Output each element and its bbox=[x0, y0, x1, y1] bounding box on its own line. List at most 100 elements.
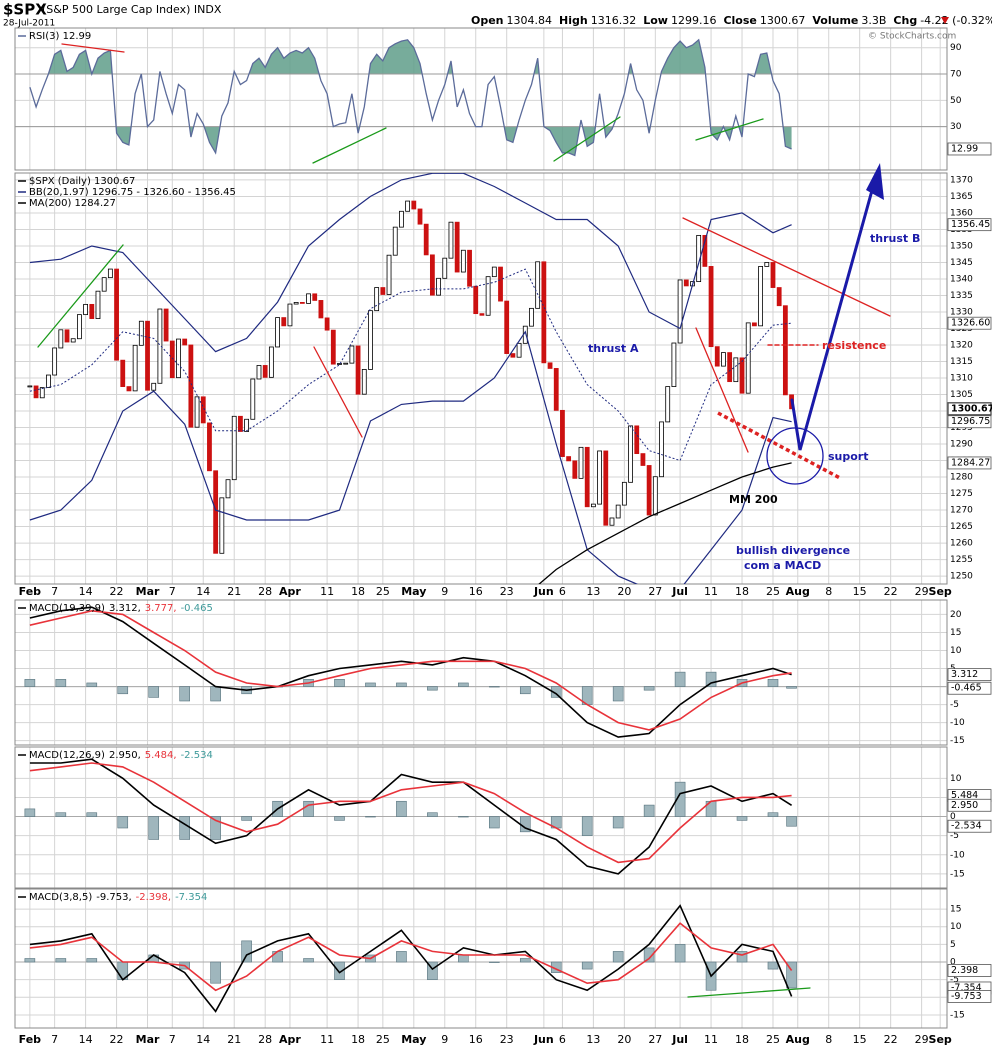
x-tick-label: 7 bbox=[51, 585, 58, 598]
candle bbox=[535, 261, 541, 309]
x-tick-label: May bbox=[401, 1033, 426, 1046]
x-tick-label: 14 bbox=[79, 585, 93, 598]
candle bbox=[145, 320, 150, 391]
candle bbox=[516, 342, 522, 358]
x-tick-label: 29 bbox=[915, 585, 929, 598]
candle bbox=[721, 352, 726, 367]
x-tick-label: 11 bbox=[320, 1033, 334, 1046]
candle bbox=[120, 359, 126, 387]
candle bbox=[423, 223, 429, 256]
y-tick-label: -5 bbox=[950, 975, 959, 985]
candle bbox=[752, 322, 757, 327]
value-tag-label: 1326.60 bbox=[951, 318, 990, 329]
trend-line bbox=[687, 987, 811, 998]
candle bbox=[473, 285, 479, 315]
stat-value: 1300.67 bbox=[760, 14, 806, 27]
candle bbox=[163, 308, 169, 342]
candle bbox=[107, 268, 113, 279]
value-tag-label: 2.950 bbox=[951, 800, 978, 811]
y-tick-label: 5 bbox=[950, 940, 956, 950]
x-tick-label: 13 bbox=[586, 585, 600, 598]
histogram-bar bbox=[334, 816, 345, 821]
candle bbox=[194, 396, 200, 428]
y-tick-label: 10 bbox=[950, 774, 962, 784]
candle bbox=[176, 338, 181, 379]
candle bbox=[318, 300, 324, 319]
candle bbox=[547, 362, 553, 369]
value-tag-label: 3.312 bbox=[951, 669, 978, 680]
y-tick-label: 70 bbox=[950, 70, 962, 80]
legend-entry: 3.777, bbox=[145, 603, 177, 614]
histogram-bar bbox=[303, 800, 314, 817]
candle bbox=[454, 221, 460, 273]
candle bbox=[101, 277, 107, 292]
histogram-bar bbox=[24, 958, 36, 963]
histogram-bar bbox=[489, 686, 500, 688]
y-tick-label: 30 bbox=[950, 122, 962, 132]
candle bbox=[58, 329, 64, 349]
panel-frame bbox=[14, 746, 948, 889]
x-tick-label: 25 bbox=[376, 585, 390, 598]
candle bbox=[776, 287, 782, 307]
x-tick-label: 25 bbox=[766, 1033, 780, 1046]
candle bbox=[83, 303, 88, 316]
trend-line bbox=[312, 127, 387, 164]
x-tick-label: 21 bbox=[227, 585, 241, 598]
y-tick-label: -15 bbox=[950, 1010, 965, 1020]
candle bbox=[52, 347, 58, 376]
arrow-head bbox=[866, 163, 884, 200]
annotation: com a MACD bbox=[744, 559, 821, 572]
candle bbox=[77, 314, 82, 340]
panel-frame bbox=[14, 172, 948, 585]
x-tick-label: 11 bbox=[704, 1033, 718, 1046]
candle bbox=[491, 266, 497, 278]
y-tick-label: 1330 bbox=[950, 307, 973, 317]
y-tick-label: 1270 bbox=[950, 506, 973, 516]
histogram-bar bbox=[581, 961, 593, 970]
x-tick-label: 18 bbox=[351, 585, 365, 598]
candle bbox=[677, 279, 683, 344]
histogram-bar bbox=[519, 686, 531, 695]
histogram-bar bbox=[643, 804, 655, 817]
stat-label: Low bbox=[643, 14, 668, 27]
annotation: MM 200 bbox=[729, 493, 778, 506]
candle bbox=[615, 504, 621, 519]
band-upper bbox=[29, 173, 792, 353]
histogram-bar bbox=[489, 961, 500, 963]
x-tick-label: 8 bbox=[825, 1033, 832, 1046]
candle bbox=[603, 450, 609, 526]
legend-entry: RSI(3) 12.99 bbox=[29, 31, 91, 42]
band-lower bbox=[29, 330, 792, 584]
candle bbox=[349, 345, 355, 364]
drawings: thrust A thrust B resistence suport MM 2… bbox=[37, 43, 920, 998]
stat-value: -4.22 (-0.32%) bbox=[920, 14, 992, 27]
candle bbox=[467, 249, 472, 287]
candle bbox=[739, 357, 745, 394]
value-tag-label: 2.398 bbox=[951, 965, 978, 976]
histogram-bar bbox=[489, 816, 500, 829]
trend-line bbox=[695, 327, 749, 453]
date: 28-Jul-2011 bbox=[3, 19, 55, 29]
value-tag-label: -2.534 bbox=[951, 821, 982, 832]
candle bbox=[764, 262, 770, 267]
x-tick-label: Feb bbox=[19, 1033, 42, 1046]
candle bbox=[157, 308, 163, 384]
x-tick-label: 7 bbox=[169, 1033, 176, 1046]
histogram-bar bbox=[643, 947, 655, 963]
histogram-bar bbox=[767, 812, 779, 817]
y-tick-label: 10 bbox=[950, 922, 962, 932]
annotation: thrust A bbox=[588, 342, 639, 355]
x-tick-label: 7 bbox=[51, 1033, 58, 1046]
legend-entry: BB(20,1.97) 1296.75 - 1326.60 - 1356.45 bbox=[29, 187, 236, 198]
histogram-bar bbox=[427, 686, 438, 691]
histogram-bar bbox=[767, 961, 779, 970]
histogram-bar bbox=[365, 816, 376, 818]
candle bbox=[225, 479, 231, 499]
x-tick-label: 14 bbox=[79, 1033, 93, 1046]
legend-entry: -2.534 bbox=[181, 750, 213, 761]
candle bbox=[188, 344, 194, 428]
y-tick-label: -10 bbox=[950, 718, 965, 728]
trend-line bbox=[553, 116, 621, 162]
legend-title: MACD(3,8,5) bbox=[29, 892, 92, 903]
value-tag bbox=[947, 456, 992, 470]
